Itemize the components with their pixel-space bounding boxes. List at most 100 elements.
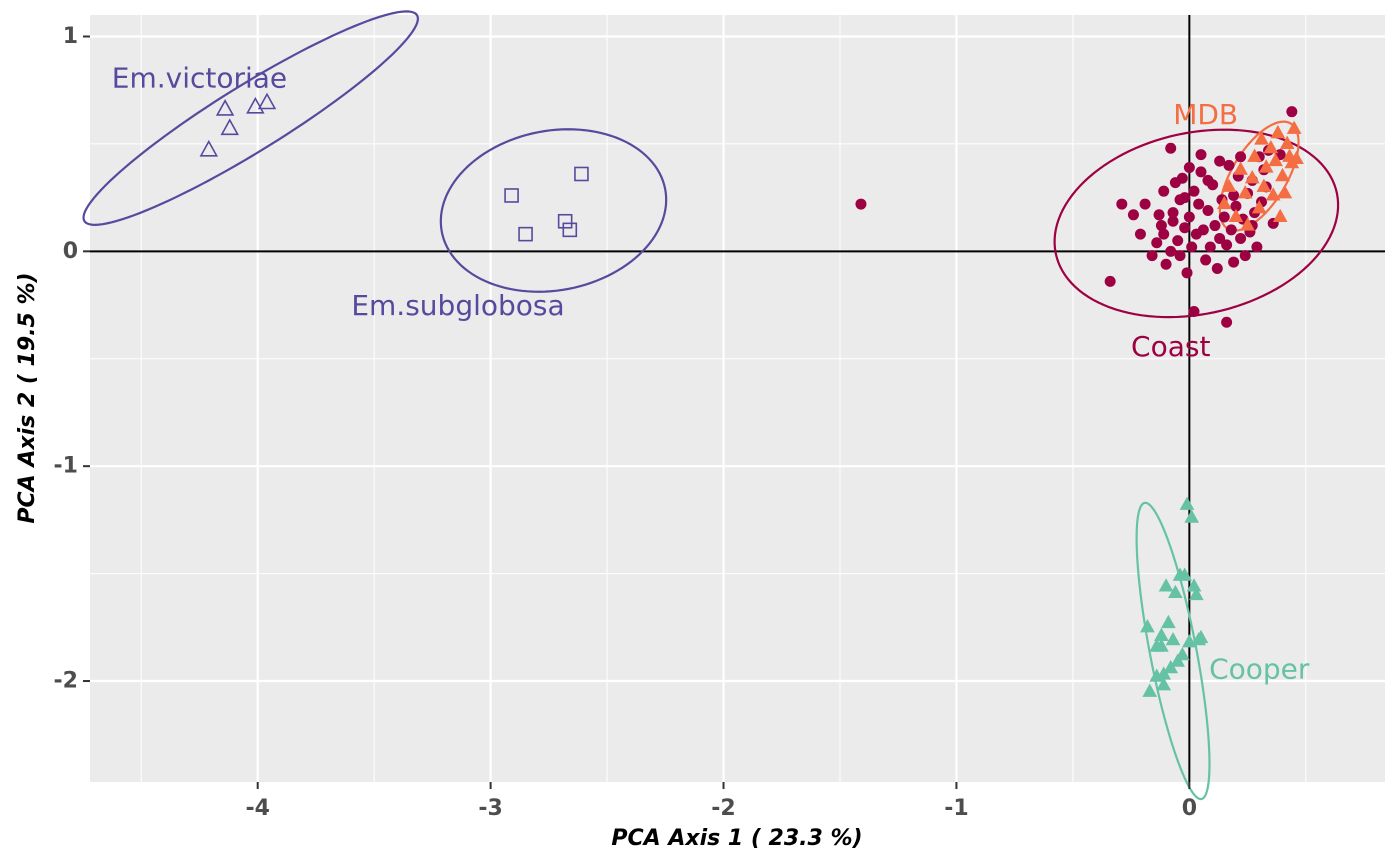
point-mdb: [1228, 208, 1244, 223]
point-mdb: [1289, 150, 1304, 164]
point-em-victoriae: [199, 139, 219, 157]
point-mdb: [1275, 167, 1290, 182]
point-mdb: [1251, 200, 1267, 214]
point-coast: [1235, 151, 1247, 163]
point-coast: [1176, 172, 1188, 184]
point-coast: [1223, 159, 1235, 171]
y-tick-labels: 1 0 -1 -2: [54, 24, 78, 694]
point-cooper: [1184, 509, 1200, 523]
point-em-subglobosa: [574, 166, 589, 182]
point-coast: [1158, 228, 1170, 240]
point-coast: [1188, 305, 1200, 317]
point-coast: [1167, 215, 1179, 227]
point-coast: [1211, 263, 1223, 275]
point-coast: [1172, 235, 1184, 247]
point-mdb: [1216, 195, 1232, 210]
y-axis-title: PCA Axis 2 ( 19.5 %): [15, 272, 40, 523]
point-mdb: [1254, 131, 1269, 145]
point-coast: [1228, 189, 1240, 201]
point-coast: [1127, 209, 1139, 221]
point-em-victoriae: [257, 92, 277, 110]
point-em-subglobosa: [504, 188, 519, 203]
point-mdb: [1268, 152, 1283, 167]
point-coast: [1153, 209, 1165, 221]
point-em-subglobosa: [557, 213, 573, 229]
data-points: [199, 92, 1304, 697]
point-cooper: [1188, 586, 1204, 601]
point-coast: [1165, 245, 1177, 257]
point-coast: [1158, 185, 1170, 197]
point-mdb: [1263, 139, 1279, 154]
point-mdb: [1256, 178, 1272, 192]
point-coast: [1195, 149, 1207, 161]
group-label-em-subglobosa: Em.subglobosa: [351, 289, 564, 322]
group-label-em-victoriae: Em.victoriae: [112, 61, 287, 94]
point-coast: [855, 198, 867, 210]
point-mdb: [1286, 120, 1302, 134]
point-mdb: [1277, 185, 1293, 199]
point-coast: [1146, 250, 1158, 262]
point-coast: [1225, 224, 1237, 236]
point-coast: [1174, 250, 1186, 262]
x-tick-label: -2: [711, 796, 735, 821]
point-coast: [1160, 258, 1172, 270]
point-coast: [1183, 211, 1195, 223]
point-coast: [1183, 162, 1195, 174]
point-cooper: [1158, 578, 1174, 592]
point-coast: [1167, 207, 1179, 219]
point-coast: [1221, 316, 1233, 328]
point-coast: [1214, 155, 1226, 167]
point-coast: [1214, 232, 1226, 244]
ellipse-cooper: [1135, 501, 1211, 801]
point-mdb: [1247, 148, 1262, 162]
point-mdb: [1279, 135, 1295, 149]
point-coast: [1139, 198, 1151, 210]
plot-panel-background: [90, 15, 1385, 782]
point-coast: [1202, 205, 1214, 217]
point-em-subglobosa: [562, 222, 578, 238]
x-tick-label: -1: [944, 796, 968, 821]
point-cooper: [1142, 683, 1158, 697]
group-labels: Em.victoriae Em.subglobosa Coast MDB Cooper: [112, 61, 1310, 685]
point-cooper: [1193, 629, 1209, 644]
point-mdb: [1272, 208, 1288, 223]
group-label-cooper: Cooper: [1209, 652, 1310, 685]
point-mdb: [1233, 161, 1248, 175]
point-mdb: [1240, 217, 1255, 231]
x-tick-label: -4: [245, 796, 269, 821]
point-coast: [1155, 220, 1167, 232]
point-cooper: [1175, 646, 1190, 661]
y-tick-label: 0: [63, 239, 78, 264]
point-cooper: [1161, 614, 1176, 629]
y-tick-label: 1: [63, 24, 78, 49]
point-coast: [1181, 267, 1193, 279]
point-coast: [1165, 142, 1177, 154]
axis-ticks: [83, 35, 1191, 789]
point-coast: [1195, 166, 1207, 178]
point-cooper: [1149, 668, 1165, 682]
point-coast: [1151, 237, 1163, 249]
point-coast: [1204, 241, 1216, 253]
point-coast: [1218, 211, 1230, 223]
point-cooper: [1168, 584, 1183, 598]
point-coast: [1239, 250, 1251, 262]
point-cooper: [1186, 578, 1202, 592]
point-cooper: [1165, 631, 1181, 646]
point-coast: [1193, 198, 1205, 210]
point-em-subglobosa: [518, 226, 533, 242]
y-tick-label: -1: [54, 454, 78, 479]
point-mdb: [1258, 159, 1274, 173]
x-tick-label: 0: [1182, 796, 1197, 821]
x-tick-labels: -4 -3 -2 -1 0: [245, 796, 1197, 821]
point-mdb: [1265, 187, 1281, 201]
point-coast: [1186, 241, 1198, 253]
point-coast: [1228, 256, 1240, 268]
point-coast: [1235, 232, 1247, 244]
point-cooper: [1156, 677, 1172, 691]
x-axis-title: PCA Axis 1 ( 23.3 %): [611, 826, 862, 851]
point-coast: [1286, 106, 1298, 118]
point-coast: [1188, 185, 1200, 197]
point-cooper: [1154, 627, 1169, 641]
ellipse-coast: [1053, 128, 1340, 319]
point-coast: [1104, 275, 1116, 287]
